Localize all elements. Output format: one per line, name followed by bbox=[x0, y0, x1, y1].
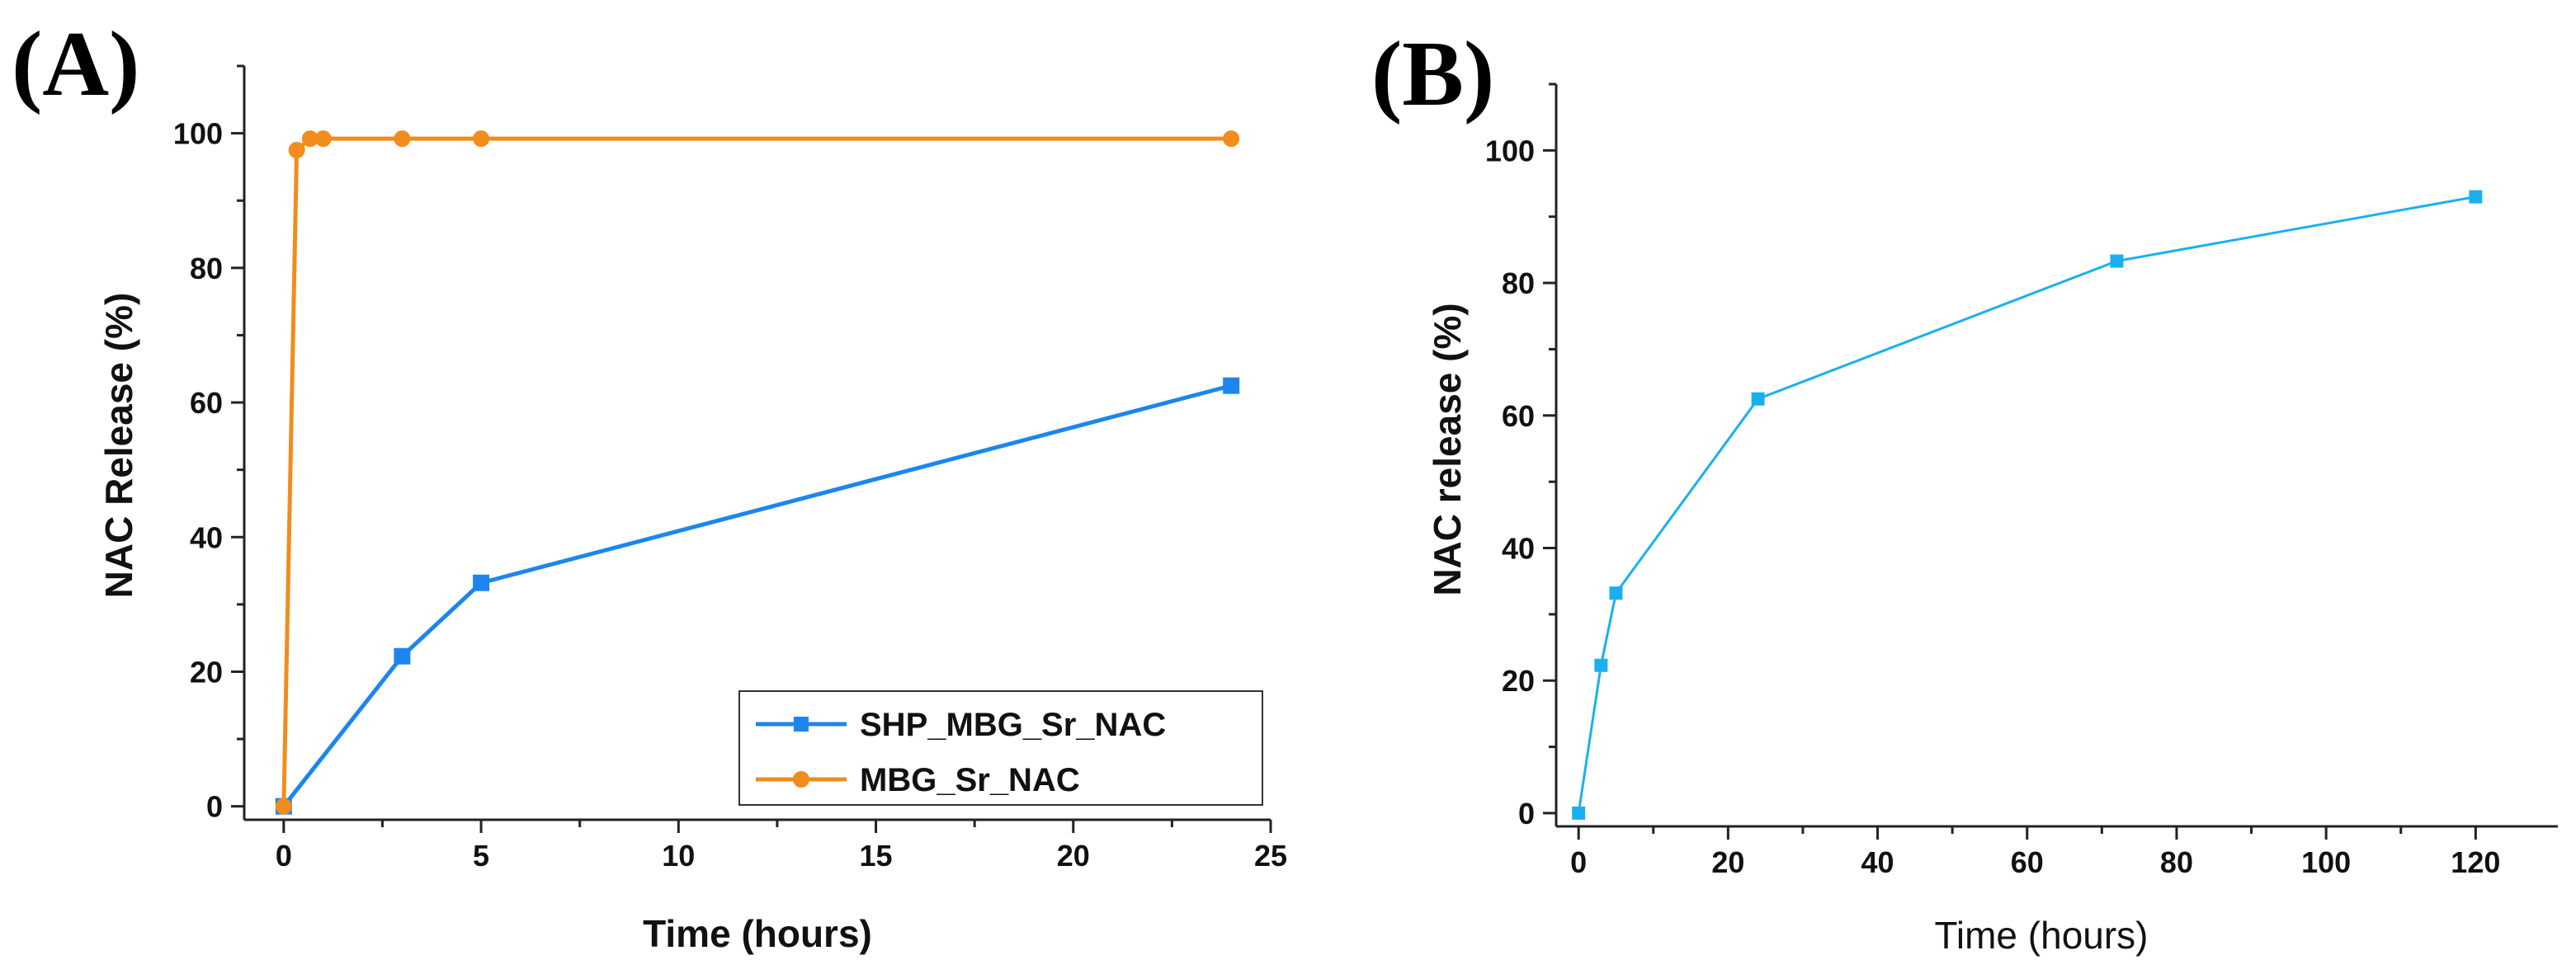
series-line-0 bbox=[281, 383, 1232, 808]
chart-panel-b: (B) 0 20 40 60 80 100 120 0 20 40 60 80 100 NAC rele… bbox=[1371, 23, 2558, 957]
data-point bbox=[1223, 130, 1240, 148]
x-tick-label: 20 bbox=[1057, 839, 1090, 873]
data-point bbox=[394, 647, 411, 665]
y-tick-label: 20 bbox=[1502, 664, 1535, 698]
x-tick-label: 100 bbox=[2301, 845, 2351, 879]
x-tick-label: 0 bbox=[276, 839, 292, 873]
y-tick-label: 0 bbox=[1518, 797, 1535, 830]
data-point bbox=[1594, 658, 1608, 672]
y-tick-label: 60 bbox=[1502, 399, 1535, 433]
axes-a bbox=[243, 66, 1271, 821]
data-point bbox=[301, 130, 318, 148]
y-tick-label: 80 bbox=[1502, 266, 1535, 300]
panel-label-a: (A) bbox=[12, 13, 139, 115]
x-tick-label: 10 bbox=[662, 839, 695, 873]
data-point bbox=[1572, 806, 1586, 820]
y-tick-label: 20 bbox=[190, 655, 223, 689]
y-tick-label: 40 bbox=[190, 520, 223, 554]
x-axis-title-a: Time (hours) bbox=[643, 912, 872, 955]
y-tick-label: 80 bbox=[190, 252, 223, 285]
y-tick-label: 40 bbox=[1502, 532, 1535, 566]
y-tick-label: 100 bbox=[1485, 134, 1535, 167]
legend-a: SHP_MBG_Sr_NAC MBG_Sr_NAC bbox=[738, 690, 1263, 806]
data-point bbox=[275, 798, 292, 815]
data-point bbox=[2469, 190, 2483, 204]
axes-b bbox=[1555, 84, 2558, 828]
series-layer-b bbox=[1572, 190, 2483, 820]
data-point bbox=[1751, 392, 1765, 406]
y-tick-label: 0 bbox=[206, 790, 223, 824]
series-line-0 bbox=[1577, 195, 2476, 814]
panel-label-b: (B) bbox=[1371, 23, 1494, 125]
ticks-a: 0 5 10 15 20 25 0 20 40 60 80 100 bbox=[173, 64, 1287, 873]
x-axis-title-b: Time (hours) bbox=[1935, 914, 2149, 957]
ticks-b: 0 20 40 60 80 100 120 0 20 40 60 80 100 bbox=[1485, 82, 2500, 879]
y-axis-title-a: NAC Release (%) bbox=[97, 293, 140, 599]
data-point bbox=[1223, 377, 1240, 394]
x-tick-label: 40 bbox=[1861, 845, 1894, 879]
data-point bbox=[314, 130, 332, 148]
legend-label-shp: SHP_MBG_Sr_NAC bbox=[860, 707, 1166, 743]
data-point bbox=[394, 130, 411, 148]
legend-box bbox=[738, 690, 1263, 806]
y-tick-label: 60 bbox=[190, 386, 223, 420]
x-tick-label: 5 bbox=[473, 839, 489, 873]
chart-panel-a: (A) 0 5 10 15 20 25 0 20 40 60 80 100 NAC Release (… bbox=[12, 13, 1287, 955]
series-layer-a bbox=[275, 130, 1240, 815]
data-point bbox=[473, 574, 490, 591]
x-tick-label: 60 bbox=[2011, 845, 2044, 879]
legend-label-mbg: MBG_Sr_NAC bbox=[860, 762, 1080, 798]
x-tick-label: 120 bbox=[2451, 845, 2500, 879]
data-point bbox=[288, 142, 305, 159]
x-tick-label: 0 bbox=[1570, 845, 1587, 879]
data-point bbox=[473, 130, 490, 148]
y-axis-title-b: NAC release (%) bbox=[1426, 303, 1469, 595]
x-tick-label: 20 bbox=[1711, 845, 1744, 879]
x-tick-label: 80 bbox=[2160, 845, 2193, 879]
legend-marker-shp bbox=[794, 717, 809, 732]
x-tick-label: 15 bbox=[860, 839, 893, 873]
legend-marker-mbg bbox=[793, 771, 809, 788]
y-tick-label: 100 bbox=[173, 117, 223, 151]
data-point bbox=[1609, 586, 1623, 600]
data-point bbox=[2110, 254, 2124, 268]
x-tick-label: 25 bbox=[1254, 839, 1287, 873]
